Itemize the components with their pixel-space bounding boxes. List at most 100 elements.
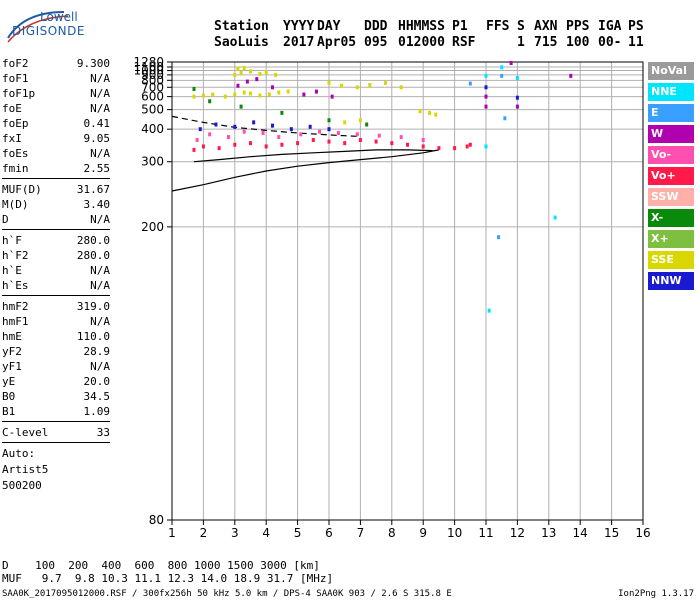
separator [2, 421, 110, 422]
param-value: N/A [90, 315, 110, 328]
param-name: yE [2, 375, 16, 388]
header-label: PPS [566, 19, 590, 34]
echo-point [270, 85, 274, 90]
echo-point [390, 141, 394, 146]
echo-point [497, 235, 501, 240]
param-row: h`Es N/A [2, 278, 110, 293]
param-value: 110.0 [76, 330, 110, 343]
legend-item: Vo+ [648, 167, 694, 185]
echo-point [318, 129, 322, 134]
echo-point [264, 144, 268, 149]
param-name: MUF(D) [2, 183, 42, 196]
header-label: IGA [598, 19, 622, 34]
echo-point [274, 72, 278, 77]
distance-row: D 100 200 400 600 800 1000 1500 3000 [km… [2, 559, 320, 572]
param-name: foEp [2, 117, 29, 130]
param-row: hmF2 319.0 [2, 299, 110, 314]
param-name: B1 [2, 405, 16, 418]
echo-point [258, 93, 262, 98]
legend-item: E [648, 104, 694, 122]
echo-point [192, 147, 196, 152]
echo-point [242, 65, 246, 70]
echo-point [258, 71, 262, 76]
param-value: 34.5 [83, 390, 111, 403]
param-name: D [2, 213, 9, 226]
echo-point [327, 127, 331, 132]
echo-point [336, 130, 340, 135]
param-name: M(D) [2, 198, 29, 211]
param-row: foEp 0.41 [2, 116, 110, 131]
y-tick-label: 800 [141, 73, 164, 87]
header-label: Station [214, 19, 269, 34]
echo-point [468, 81, 472, 86]
echo-point [365, 122, 369, 127]
echo-point [308, 124, 312, 129]
echo-point [327, 139, 331, 144]
muf-row: MUF 9.7 9.8 10.3 11.1 12.3 14.0 18.9 31.… [2, 572, 334, 585]
header-value: RSF [452, 35, 476, 50]
param-value: N/A [90, 213, 110, 226]
echo-point [484, 104, 488, 109]
echo-point [299, 132, 303, 137]
param-row: hmE 110.0 [2, 329, 110, 344]
echo-point [236, 66, 240, 71]
echo-point [233, 92, 237, 97]
legend-item: NNW [648, 272, 694, 290]
header-label: YYYY [283, 19, 315, 34]
echo-point [484, 85, 488, 90]
x-tick-label: 7 [357, 526, 365, 540]
echo-point [500, 65, 504, 70]
x-tick-label: 3 [231, 526, 239, 540]
echo-points [192, 60, 573, 313]
y-tick-label: 1280 [133, 55, 164, 69]
echo-point [245, 79, 249, 84]
param-row: yF2 28.9 [2, 344, 110, 359]
autoscaling-text: Artist5 [2, 463, 49, 476]
y-tick-label: 80 [149, 513, 164, 527]
echo-point [208, 132, 212, 137]
echo-point [406, 142, 409, 147]
echo-point [208, 99, 212, 104]
param-name: foF1 [2, 72, 29, 85]
echo-point [421, 138, 425, 143]
echo-point [384, 80, 388, 85]
param-row: MUF(D) 31.67 [2, 182, 110, 197]
y-tick-label: 500 [141, 103, 164, 117]
echo-point [399, 135, 403, 140]
header-value: Apr05 [317, 35, 357, 50]
legend-item: X+ [648, 230, 694, 248]
param-name: yF1 [2, 360, 22, 373]
y-tick-label: 300 [141, 155, 164, 169]
echo-point [236, 83, 240, 88]
header-value: SaoLuis [214, 35, 269, 50]
param-row: hmF1 N/A [2, 314, 110, 329]
echo-point [465, 144, 469, 149]
plot-frame [171, 61, 644, 521]
echo-point [421, 144, 425, 149]
param-name: foEs [2, 147, 29, 160]
param-value: 20.0 [83, 375, 111, 388]
echo-point [264, 70, 268, 75]
y-tick-label: 1100 [133, 60, 164, 74]
echo-point [242, 129, 246, 134]
trace-line [171, 149, 440, 192]
header-label: FFS [486, 19, 510, 34]
echo-point [311, 138, 315, 143]
echo-point [201, 93, 205, 98]
trace-lines [171, 115, 440, 192]
param-name: h`F [2, 234, 22, 247]
echo-point [227, 135, 231, 140]
param-row: h`F2 280.0 [2, 248, 110, 263]
echo-point [261, 130, 265, 135]
echo-point [249, 69, 252, 74]
trace-line [171, 115, 361, 138]
param-row: h`E N/A [2, 263, 110, 278]
x-tick-label: 15 [604, 526, 619, 540]
echo-point [358, 138, 362, 143]
param-value: 2.55 [83, 162, 111, 175]
echo-point [418, 109, 422, 114]
x-tick-label: 8 [388, 526, 396, 540]
param-row: foF1p N/A [2, 86, 110, 101]
echo-point [500, 73, 504, 78]
echo-point [280, 142, 284, 147]
